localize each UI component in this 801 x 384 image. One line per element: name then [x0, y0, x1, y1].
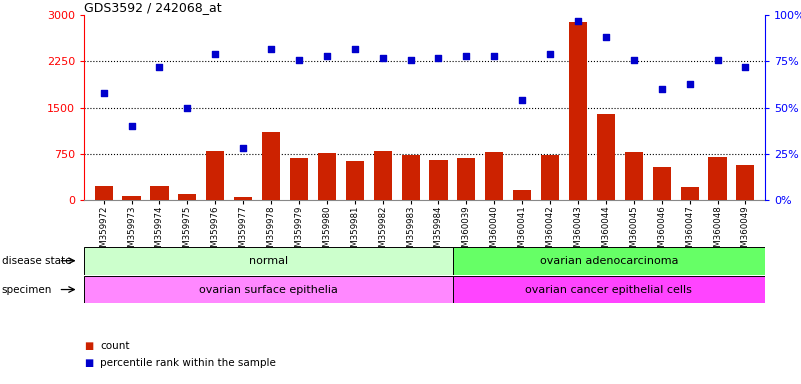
- Bar: [373, 151, 392, 200]
- Point: [488, 53, 501, 59]
- Bar: [262, 132, 280, 200]
- Text: specimen: specimen: [2, 285, 52, 295]
- Text: ovarian adenocarcinoma: ovarian adenocarcinoma: [540, 256, 678, 266]
- Bar: [84, 247, 453, 275]
- Text: ovarian surface epithelia: ovarian surface epithelia: [199, 285, 338, 295]
- Point: [432, 55, 445, 61]
- Bar: [653, 167, 670, 200]
- Bar: [736, 165, 755, 200]
- Point: [97, 90, 110, 96]
- Bar: [625, 152, 643, 200]
- Text: GDS3592 / 242068_at: GDS3592 / 242068_at: [84, 1, 222, 14]
- Point: [348, 45, 361, 51]
- Bar: [179, 194, 196, 200]
- Point: [739, 64, 752, 70]
- Bar: [151, 186, 168, 200]
- Text: ■: ■: [84, 341, 94, 351]
- Bar: [569, 22, 587, 200]
- Bar: [346, 161, 364, 200]
- Bar: [234, 197, 252, 200]
- Point: [264, 45, 277, 51]
- Bar: [681, 187, 698, 200]
- Text: ovarian cancer epithelial cells: ovarian cancer epithelial cells: [525, 285, 692, 295]
- Point: [320, 53, 333, 59]
- Bar: [429, 161, 448, 200]
- Point: [376, 55, 389, 61]
- Point: [460, 53, 473, 59]
- Point: [405, 56, 417, 63]
- Point: [516, 97, 529, 103]
- Point: [627, 56, 640, 63]
- Point: [599, 35, 612, 41]
- Bar: [708, 157, 727, 200]
- Bar: [84, 276, 453, 303]
- Bar: [597, 114, 615, 200]
- Text: percentile rank within the sample: percentile rank within the sample: [100, 358, 276, 368]
- Text: ■: ■: [84, 358, 94, 368]
- Point: [544, 51, 557, 57]
- Bar: [318, 153, 336, 200]
- Point: [292, 56, 305, 63]
- Point: [209, 51, 222, 57]
- Point: [572, 18, 585, 24]
- Point: [711, 56, 724, 63]
- Point: [153, 64, 166, 70]
- Text: disease state: disease state: [2, 256, 71, 266]
- Point: [125, 123, 138, 129]
- Bar: [95, 186, 113, 200]
- Bar: [290, 158, 308, 200]
- Bar: [485, 152, 503, 200]
- Point: [655, 86, 668, 92]
- Point: [237, 145, 250, 151]
- Bar: [513, 190, 531, 200]
- Bar: [453, 247, 765, 275]
- Bar: [457, 158, 476, 200]
- Text: count: count: [100, 341, 130, 351]
- Bar: [541, 156, 559, 200]
- Bar: [206, 151, 224, 200]
- Point: [683, 81, 696, 87]
- Text: normal: normal: [249, 256, 288, 266]
- Bar: [123, 196, 141, 200]
- Bar: [401, 156, 420, 200]
- Bar: [453, 276, 765, 303]
- Point: [181, 104, 194, 111]
